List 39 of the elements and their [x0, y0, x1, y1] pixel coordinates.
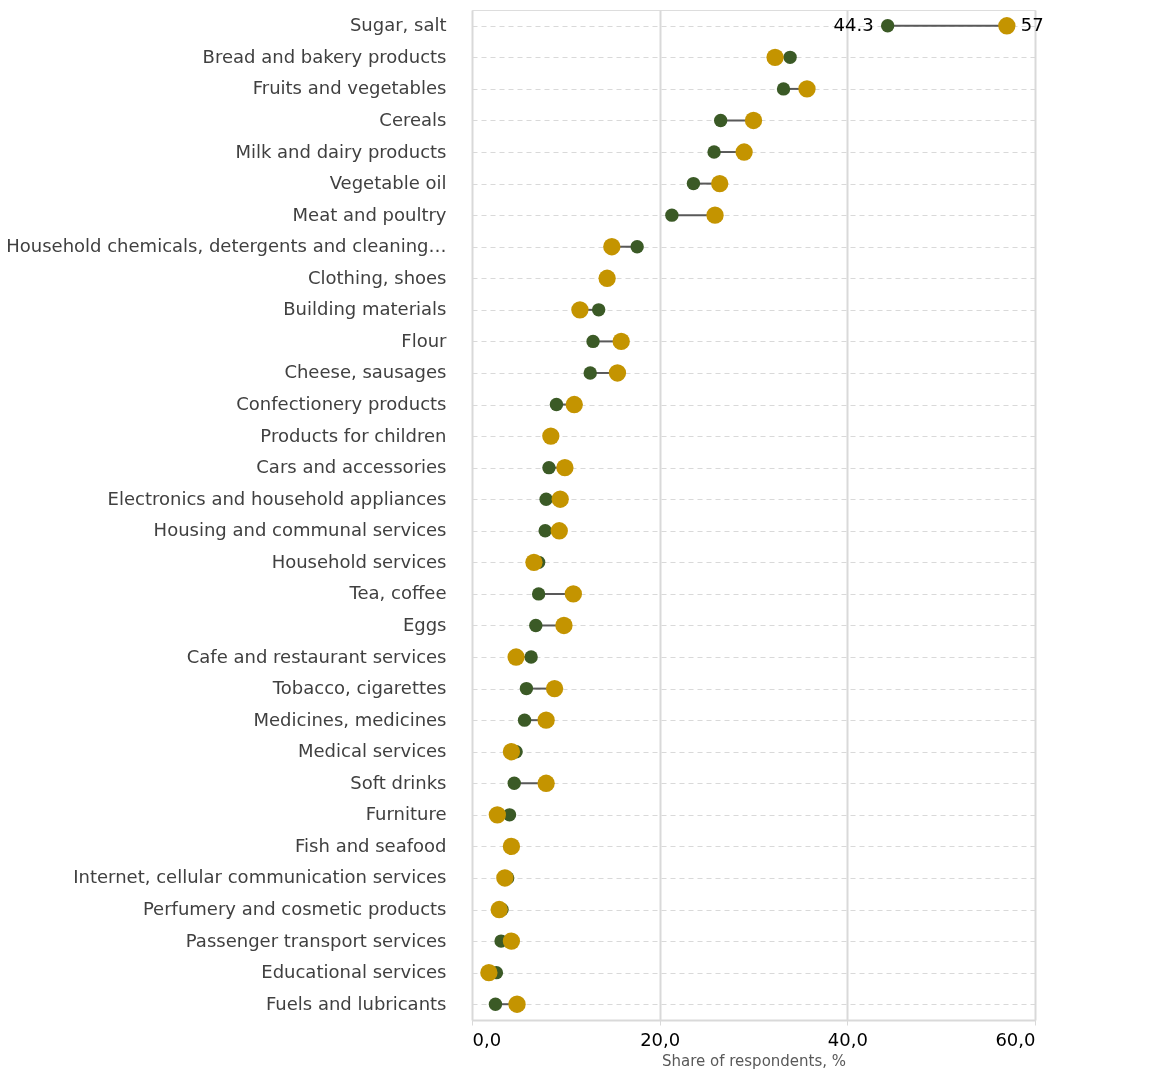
y-tick-label: Building materials: [283, 298, 447, 320]
y-tick-label: Tea, coffee: [348, 582, 447, 604]
y-tick-label: Household chemicals, detergents and cleaning…: [6, 235, 447, 257]
x-tick-label: 60,0: [995, 1028, 1036, 1050]
y-tick-label: Housing and communal services: [153, 519, 447, 541]
y-tick-label: Perfumery and cosmetic products: [142, 898, 447, 920]
y-tick-label: Cereals: [379, 108, 447, 130]
y-tick-label: Bread and bakery products: [202, 45, 447, 67]
y-tick-label: Clothing, shoes: [307, 266, 447, 288]
y-tick-label: Flour: [401, 329, 448, 351]
y-tick-label: Meat and poultry: [292, 203, 447, 225]
y-tick-label: Confectionery products: [236, 393, 447, 415]
y-tick-label: Eggs: [402, 613, 447, 635]
y-tick-label: Cheese, sausages: [284, 361, 447, 383]
y-tick-label: Internet, cellular communication services: [73, 866, 447, 888]
y-tick-label: Soft drinks: [350, 771, 447, 793]
y-tick-label: Fuels and lubricants: [265, 992, 447, 1014]
x-tick-label: 0,0: [472, 1028, 502, 1050]
data-label: 44.3: [833, 13, 874, 35]
y-tick-label: Medical services: [297, 740, 447, 762]
y-tick-label: Milk and dairy products: [235, 140, 447, 162]
y-tick-label: Medicines, medicines: [253, 708, 447, 730]
y-tick-label: Fruits and vegetables: [252, 77, 447, 99]
x-tick-label: 20,0: [640, 1028, 681, 1050]
y-tick-label: Household services: [271, 550, 447, 572]
y-tick-label: Cafe and restaurant services: [186, 645, 447, 667]
y-tick-label: Passenger transport services: [185, 929, 447, 951]
y-tick-label: Products for children: [260, 424, 447, 446]
x-axis-title: Share of respondents, %: [661, 1051, 847, 1070]
y-tick-label: Tobacco, cigarettes: [271, 677, 447, 699]
y-tick-label: Cars and accessories: [256, 456, 447, 478]
y-tick-label: Vegetable oil: [329, 172, 447, 194]
y-tick-label: Educational services: [261, 961, 447, 983]
y-tick-label: Electronics and household appliances: [107, 487, 447, 509]
x-tick-label: 40,0: [827, 1028, 868, 1050]
y-tick-label: Fish and seafood: [295, 834, 447, 856]
data-label: 57: [1020, 13, 1044, 35]
y-tick-label: Furniture: [365, 803, 447, 825]
y-tick-label: Sugar, salt: [349, 14, 447, 36]
